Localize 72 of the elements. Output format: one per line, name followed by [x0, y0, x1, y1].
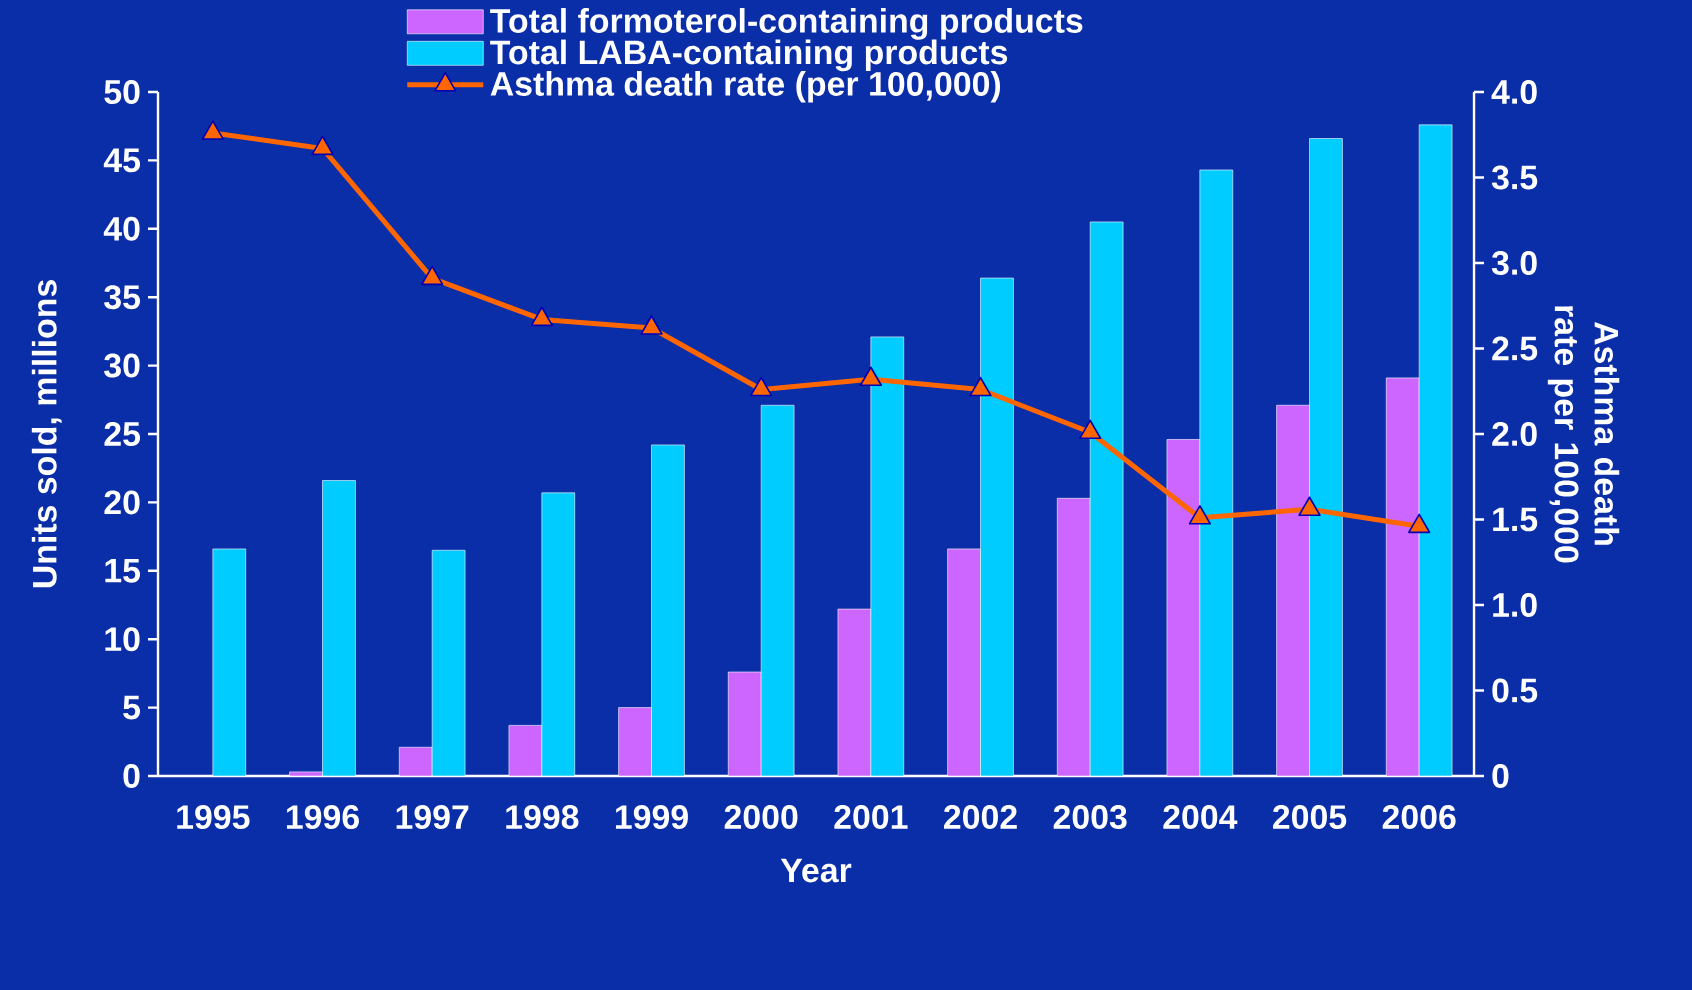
y-tick-label: 15 — [105, 558, 141, 583]
point — [201, 120, 225, 140]
bar — [1385, 377, 1420, 776]
y-tick-label: 45 — [103, 148, 141, 173]
point — [1408, 513, 1431, 534]
bar — [980, 277, 1014, 776]
bar — [1166, 439, 1201, 776]
point — [311, 135, 334, 156]
bar — [618, 707, 652, 776]
bar — [508, 725, 543, 776]
bar — [431, 549, 466, 776]
y2-tick-label: 3.0 — [1491, 250, 1537, 276]
y-tick-label: 30 — [104, 353, 140, 378]
x-tick-label: 2004 — [1163, 805, 1238, 830]
point — [859, 366, 883, 387]
bar — [837, 608, 872, 776]
y2-axis-title: Asthma death rate per 100,000 — [1547, 306, 1620, 563]
x-tick-label: 2000 — [724, 805, 798, 830]
y2-tick-label: 2.0 — [1492, 422, 1537, 446]
point — [1078, 419, 1102, 440]
x-tick-label: 1995 — [177, 805, 250, 830]
bar — [322, 480, 356, 776]
y2-tick-label: 2.5 — [1492, 336, 1538, 361]
bar — [1276, 404, 1310, 776]
x-tick-label: 1997 — [396, 805, 469, 830]
x-tick-label: 1996 — [286, 805, 359, 830]
bar — [1309, 138, 1343, 776]
y-tick-label: 20 — [104, 490, 140, 515]
bar — [727, 671, 762, 776]
x-tick-label: 1998 — [506, 805, 579, 830]
y-tick-label: 50 — [104, 80, 140, 104]
bar — [1089, 221, 1124, 776]
y-axis-title: Units sold, millions — [31, 280, 62, 588]
point — [1188, 504, 1212, 525]
point — [420, 265, 444, 286]
x-tick-label: 1999 — [615, 805, 688, 830]
x-tick-label: 2005 — [1273, 805, 1347, 830]
point — [749, 376, 773, 397]
bar — [651, 444, 685, 776]
point — [640, 315, 663, 335]
point — [969, 376, 992, 397]
y-tick-label: 25 — [104, 422, 141, 446]
y2-tick-label: 3.5 — [1491, 165, 1538, 190]
x-tick-label: 2001 — [834, 805, 908, 830]
y2-tick-label: 0 — [1492, 764, 1509, 788]
bar — [212, 548, 247, 776]
x-tick-label: 2002 — [944, 805, 1017, 830]
y-tick-label: 5 — [123, 695, 141, 720]
y2-tick-label: 4.0 — [1491, 80, 1537, 104]
bar — [541, 492, 576, 776]
bar — [1418, 124, 1453, 776]
bar — [1056, 498, 1091, 776]
point — [1298, 496, 1321, 517]
y-tick-label: 0 — [123, 764, 140, 788]
bar — [1199, 169, 1234, 776]
y-tick-label: 10 — [105, 627, 140, 652]
x-axis-title: Year — [780, 858, 852, 883]
legend-label: Total formoterol-containing products — [490, 8, 1083, 40]
bar — [398, 746, 433, 776]
bar — [760, 404, 795, 776]
x-tick-label: 2003 — [1053, 805, 1127, 830]
y2-tick-label: 1.5 — [1493, 507, 1538, 532]
point — [530, 306, 554, 327]
legend-label: Asthma death rate (per 100,000) — [490, 71, 1001, 103]
legend-label: Total LABA-containing products — [490, 39, 1008, 72]
bar — [947, 548, 981, 776]
x-tick-label: 2006 — [1382, 805, 1456, 830]
y-tick-label: 40 — [103, 216, 140, 241]
y2-tick-label: 0.5 — [1492, 678, 1538, 703]
bar — [870, 336, 905, 776]
y2-tick-label: 1.0 — [1493, 593, 1537, 617]
y-tick-label: 35 — [104, 285, 141, 310]
